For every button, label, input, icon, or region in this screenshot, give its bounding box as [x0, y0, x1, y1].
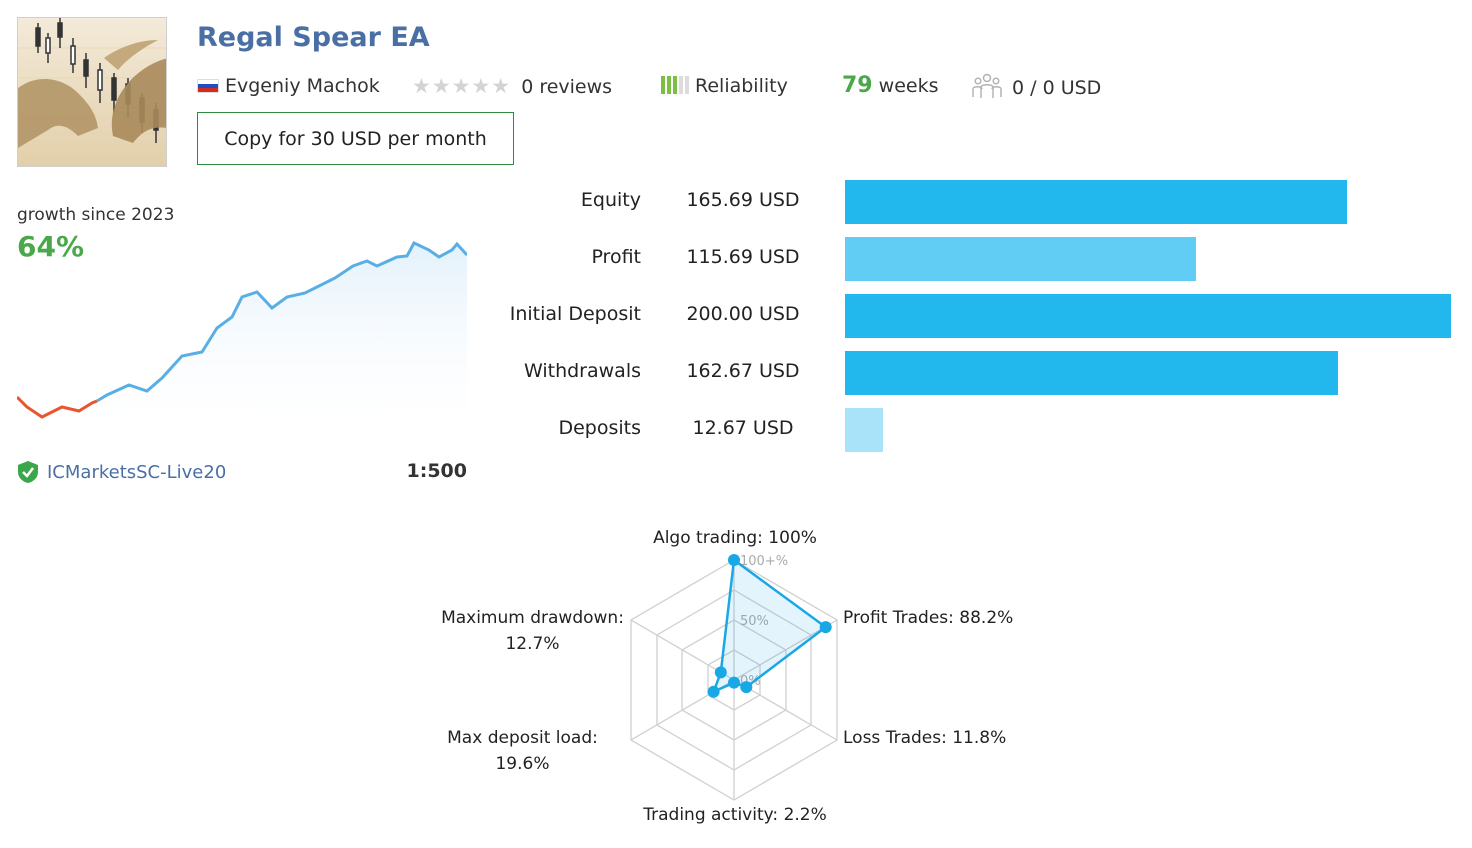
weeks-label: weeks: [878, 75, 939, 97]
radar-grid: [630, 559, 838, 801]
subscribers-value: 0 / 0 USD: [1012, 77, 1102, 99]
radar-point-loss: [740, 681, 753, 694]
reliability-label: Reliability: [695, 75, 788, 97]
weeks-block: 79 weeks: [842, 72, 939, 100]
page-title[interactable]: Regal Spear EA: [197, 22, 430, 53]
verified-shield-icon: [18, 461, 38, 483]
deposits-label: Deposits: [558, 417, 641, 439]
growth-sparkline[interactable]: [17, 235, 467, 425]
radar-chart[interactable]: 100+% 50% 0%: [620, 550, 850, 810]
deposits-bar: [845, 408, 883, 452]
radar-label-load: Max deposit load: 19.6%: [420, 725, 625, 777]
radar-point-activity: [728, 676, 740, 689]
author-name[interactable]: Evgeniy Machok: [225, 75, 380, 97]
subscribers-icon: [972, 73, 1002, 98]
growth-area: [17, 243, 467, 425]
growth-line-negative: [17, 395, 98, 419]
radar-point-drawdown: [714, 666, 727, 679]
growth-line: [96, 241, 467, 403]
equity-bar: [845, 180, 1347, 224]
radar-points: [707, 554, 832, 698]
profit-label: Profit: [591, 246, 641, 268]
russia-flag-icon: [197, 79, 219, 93]
copy-subscribe-button[interactable]: Copy for 30 USD per month: [197, 112, 514, 165]
radar-tick-100: 100+%: [740, 554, 788, 569]
avatar[interactable]: [17, 17, 167, 167]
radar-point-algo: [728, 554, 740, 566]
radar-point-profit: [819, 621, 832, 634]
radar-label-activity: Trading activity: 2.2%: [643, 805, 827, 825]
reviews-count[interactable]: 0 reviews: [521, 76, 613, 98]
initial-deposit-bar: [845, 294, 1451, 338]
equity-label: Equity: [580, 189, 641, 211]
radar-label-drawdown-value: 12.7%: [505, 634, 560, 654]
growth-label: growth since 2023: [17, 205, 175, 225]
leverage-value: 1:500: [406, 460, 467, 482]
radar-label-algo: Algo trading: 100%: [653, 528, 817, 548]
deposits-value: 12.67 USD: [692, 417, 794, 439]
author-block[interactable]: Evgeniy Machok: [197, 72, 380, 100]
radar-area: [711, 557, 828, 695]
broker-link[interactable]: ICMarketsSC-Live20: [17, 460, 226, 484]
subscribers-block: 0 / 0 USD: [972, 72, 1101, 102]
initial-deposit-label: Initial Deposit: [509, 303, 641, 325]
broker-name[interactable]: ICMarketsSC-Live20: [47, 461, 227, 483]
radar-point-load: [707, 685, 720, 698]
withdrawals-bar: [845, 351, 1338, 395]
profit-value: 115.69 USD: [686, 246, 800, 268]
radar-label-profit: Profit Trades: 88.2%: [843, 608, 1014, 628]
initial-deposit-value: 200.00 USD: [686, 303, 800, 325]
radar-label-load-name: Max deposit load:: [447, 728, 598, 748]
growth-value: 64%: [17, 230, 85, 263]
bull-bear-logo-icon: [18, 18, 166, 166]
radar-tick-50: 50%: [740, 614, 769, 629]
radar-label-load-value: 19.6%: [495, 754, 550, 774]
profit-bar: [845, 237, 1196, 281]
radar-label-drawdown: Maximum drawdown: 12.7%: [430, 605, 635, 657]
radar-label-drawdown-name: Maximum drawdown:: [441, 608, 624, 628]
reliability-bars-icon: [661, 74, 689, 102]
withdrawals-value: 162.67 USD: [686, 360, 800, 382]
rating-stars-icon: ★★★★★: [412, 74, 512, 98]
withdrawals-label: Withdrawals: [523, 360, 641, 382]
equity-value: 165.69 USD: [686, 189, 800, 211]
reliability-block: Reliability: [661, 72, 788, 102]
radar-label-loss: Loss Trades: 11.8%: [843, 728, 1007, 748]
rating-block[interactable]: ★★★★★ 0 reviews: [412, 72, 612, 101]
weeks-value: 79: [842, 73, 873, 98]
